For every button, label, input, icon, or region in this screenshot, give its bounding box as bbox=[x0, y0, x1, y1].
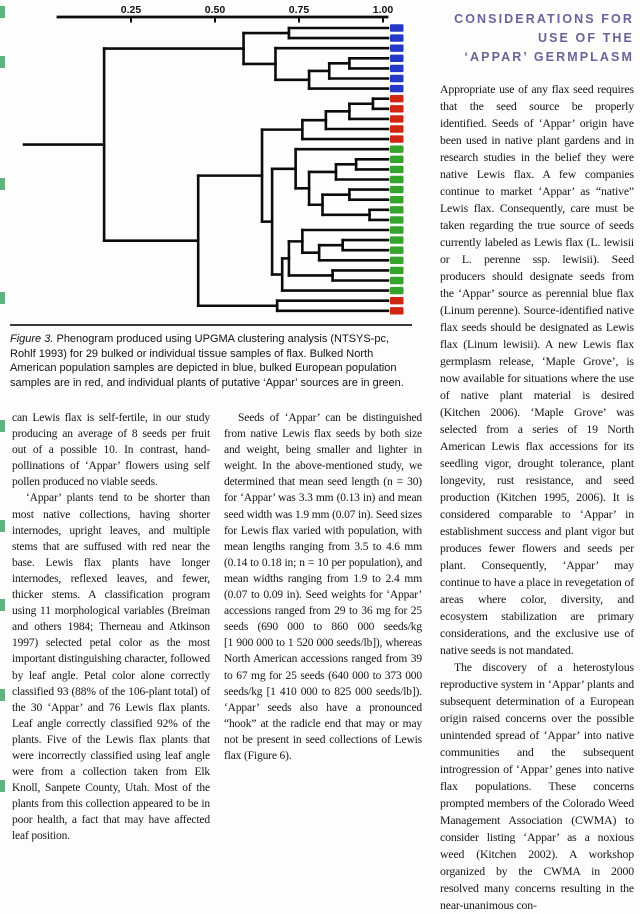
svg-text:0.25: 0.25 bbox=[121, 4, 142, 16]
sidebar-heading: CONSIDERATIONS FOR USE OF THE ‘APPAR’ GE… bbox=[454, 12, 634, 64]
sidebar-paragraph-1: Appropriate use of any flax seed require… bbox=[440, 82, 634, 657]
body-columns: can Lewis flax is self-fertile, in our s… bbox=[12, 410, 422, 845]
column-1: can Lewis flax is self-fertile, in our s… bbox=[12, 410, 210, 845]
sidebar-paragraph-2: The discovery of a heterostylous reprodu… bbox=[440, 660, 634, 912]
figure-caption-text: Phenogram produced using UPGMA clusterin… bbox=[10, 333, 404, 389]
svg-text:1.00: 1.00 bbox=[373, 4, 394, 16]
figure-divider bbox=[10, 324, 412, 326]
phenogram-svg: 0.25 0.50 0.75 1.00 bbox=[22, 4, 404, 315]
svg-text:0.75: 0.75 bbox=[289, 4, 310, 16]
scan-artifact bbox=[0, 689, 5, 701]
sidebar: CONSIDERATIONS FOR USE OF THE ‘APPAR’ GE… bbox=[440, 10, 634, 914]
scan-artifact bbox=[0, 178, 5, 190]
figure-caption-label: Figure 3. bbox=[10, 333, 54, 345]
scan-artifact bbox=[0, 6, 5, 18]
col1-paragraph-2: ‘Appar’ plants tend to be shorter than m… bbox=[12, 492, 210, 843]
col1-paragraph-1: can Lewis flax is self-fertile, in our s… bbox=[12, 412, 210, 489]
scan-artifact bbox=[0, 780, 5, 792]
scan-artifact bbox=[0, 520, 5, 532]
sidebar-text: Appropriate use of any flax seed require… bbox=[440, 81, 634, 914]
figure-caption: Figure 3. Phenogram produced using UPGMA… bbox=[10, 332, 412, 390]
phenogram-figure: 0.25 0.50 0.75 1.00 bbox=[6, 2, 418, 322]
col2-paragraph-1: Seeds of ‘Appar’ can be distinguished fr… bbox=[224, 412, 422, 762]
svg-text:0.50: 0.50 bbox=[205, 4, 226, 16]
scan-artifact bbox=[0, 292, 5, 304]
scan-artifact bbox=[0, 420, 5, 432]
column-2: Seeds of ‘Appar’ can be distinguished fr… bbox=[224, 410, 422, 845]
scan-artifact bbox=[0, 56, 5, 68]
scan-artifact bbox=[0, 599, 5, 611]
